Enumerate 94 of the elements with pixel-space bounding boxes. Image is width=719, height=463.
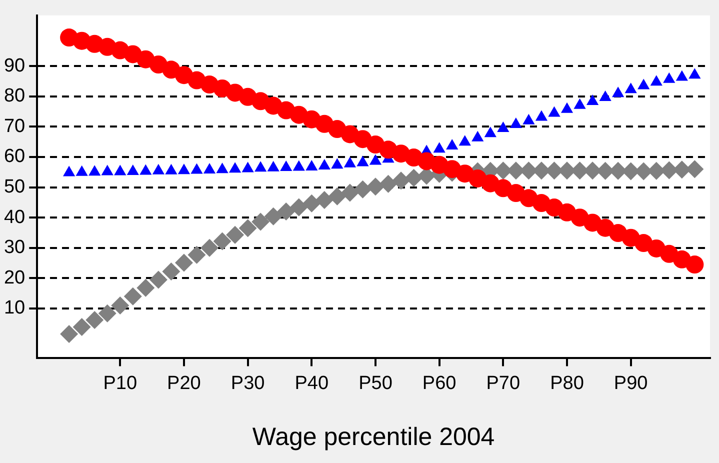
point bbox=[344, 156, 356, 168]
point bbox=[62, 166, 76, 176]
y-tick-label: 30 bbox=[4, 237, 26, 258]
x-tick-label: P40 bbox=[294, 372, 329, 394]
point bbox=[152, 164, 164, 174]
point bbox=[548, 106, 560, 117]
point bbox=[126, 164, 139, 175]
x-tick-label: P30 bbox=[230, 372, 265, 394]
point bbox=[101, 164, 114, 176]
point bbox=[200, 238, 218, 257]
point bbox=[267, 160, 280, 172]
point bbox=[165, 164, 178, 174]
point bbox=[254, 161, 267, 172]
point bbox=[188, 246, 206, 264]
point bbox=[599, 90, 612, 102]
point bbox=[178, 164, 190, 174]
point bbox=[86, 311, 104, 330]
point bbox=[228, 162, 242, 173]
point bbox=[586, 94, 599, 105]
point bbox=[510, 118, 522, 128]
point bbox=[190, 163, 203, 174]
point bbox=[535, 110, 548, 121]
y-tick-label: 10 bbox=[4, 298, 26, 319]
y-tick-label: 70 bbox=[4, 116, 26, 137]
y-tick-label: 40 bbox=[4, 206, 26, 228]
point bbox=[433, 142, 446, 153]
point bbox=[340, 184, 359, 202]
point bbox=[354, 180, 372, 198]
point bbox=[638, 78, 650, 90]
point bbox=[149, 270, 168, 289]
point bbox=[174, 254, 193, 272]
x-tick-label: P90 bbox=[614, 372, 648, 394]
point bbox=[292, 160, 305, 171]
point bbox=[328, 187, 346, 206]
y-tick-label: 90 bbox=[4, 55, 26, 76]
point bbox=[318, 159, 330, 170]
point bbox=[136, 278, 155, 297]
point bbox=[252, 212, 270, 231]
point bbox=[458, 135, 471, 146]
point bbox=[688, 68, 701, 79]
point bbox=[114, 164, 126, 176]
point bbox=[290, 198, 308, 216]
point bbox=[624, 82, 637, 94]
point bbox=[484, 126, 496, 138]
point bbox=[522, 114, 535, 124]
point bbox=[497, 121, 510, 132]
x-tick-label: P80 bbox=[550, 372, 584, 394]
point bbox=[676, 70, 688, 81]
point bbox=[356, 156, 369, 166]
point bbox=[404, 168, 423, 187]
y-tick-label: 60 bbox=[4, 146, 26, 168]
point bbox=[238, 219, 257, 238]
y-tick-label: 50 bbox=[4, 176, 26, 198]
point bbox=[280, 160, 292, 172]
x-tick-label: P10 bbox=[103, 372, 138, 394]
point bbox=[366, 178, 384, 196]
point bbox=[306, 160, 318, 170]
point bbox=[379, 174, 398, 193]
point bbox=[331, 158, 344, 169]
point bbox=[226, 226, 244, 244]
point bbox=[216, 162, 228, 174]
point bbox=[242, 162, 254, 172]
point bbox=[650, 75, 662, 86]
point bbox=[446, 139, 458, 150]
point bbox=[111, 296, 130, 314]
point bbox=[472, 130, 484, 142]
x-tick-label: P50 bbox=[358, 372, 392, 394]
point bbox=[213, 232, 232, 250]
y-tick-label: 20 bbox=[4, 267, 26, 288]
point bbox=[302, 194, 321, 212]
point bbox=[72, 318, 91, 336]
y-tick-label: 80 bbox=[4, 86, 26, 107]
point bbox=[140, 164, 152, 175]
point bbox=[88, 165, 101, 176]
x-axis-title: Wage percentile 2004 bbox=[252, 422, 495, 451]
point bbox=[60, 324, 78, 343]
point bbox=[124, 287, 142, 306]
x-tick-label: P70 bbox=[486, 372, 520, 394]
point bbox=[686, 256, 704, 274]
point bbox=[369, 154, 382, 165]
x-tick-label: P20 bbox=[167, 372, 201, 394]
point bbox=[162, 262, 180, 281]
point bbox=[560, 102, 574, 113]
point bbox=[663, 72, 676, 83]
point bbox=[315, 190, 334, 209]
point bbox=[574, 98, 586, 109]
point bbox=[392, 172, 410, 190]
point bbox=[264, 207, 282, 226]
x-tick-label: P60 bbox=[422, 372, 456, 394]
point bbox=[76, 165, 88, 176]
point bbox=[612, 86, 624, 98]
point bbox=[98, 304, 116, 322]
point bbox=[277, 202, 296, 220]
point bbox=[203, 162, 216, 174]
